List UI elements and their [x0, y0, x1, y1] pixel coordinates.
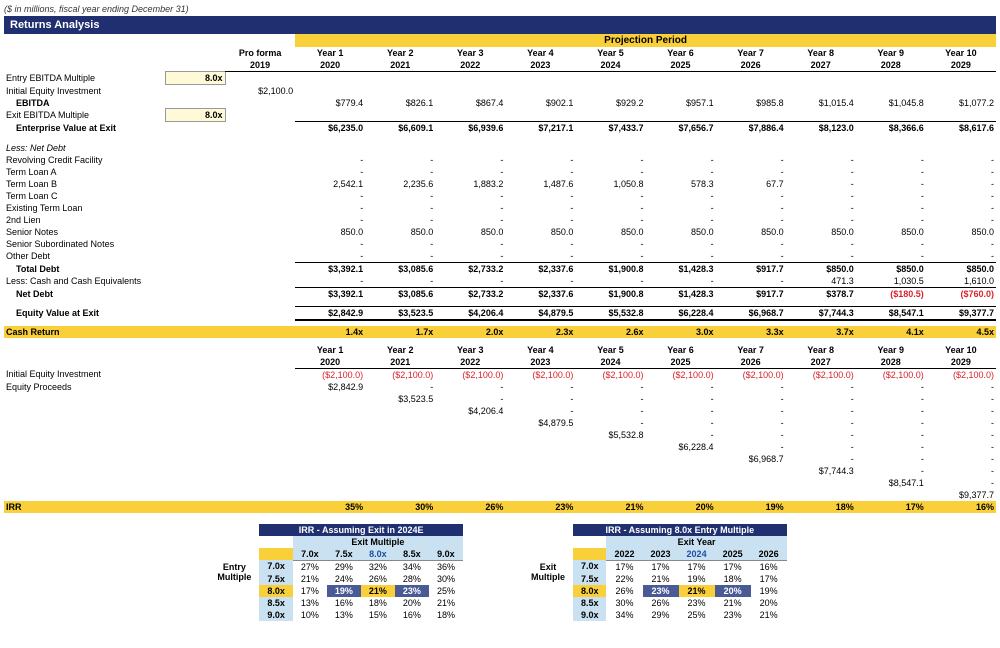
row-other-debt: Other Debt---------- — [4, 250, 996, 263]
sensitivity-table-1: EntryMultipleIRR - Assuming Exit in 2024… — [211, 523, 465, 622]
row-cash-return: Cash Return 1.4x1.7x2.0x 2.3x2.6x3.0x 3.… — [4, 326, 996, 338]
row-total-debt: Total Debt $3,392.1$3,085.6$2,733.2 $2,3… — [4, 263, 996, 276]
year-number-row: 2019 202020212022 202320242025 202620272… — [4, 59, 996, 72]
row-cash: Less: Cash and Cash Equivalents --- --- … — [4, 275, 996, 288]
row-ebitda: EBITDA $779.4$826.1$867.4 $902.1$929.2$9… — [4, 97, 996, 109]
row-tla: Term Loan A---------- — [4, 166, 996, 178]
year-header-row: Pro forma Year 1Year 2Year 3 Year 4Year … — [4, 47, 996, 59]
year-header-row-2: Year 1Year 2Year 3 Year 4Year 5Year 6 Ye… — [4, 344, 996, 356]
year-number-row-2: 202020212022 202320242025 202620272028 2… — [4, 356, 996, 369]
entry-mult-input[interactable]: 8.0x — [166, 72, 225, 85]
row-existing-tl: Existing Term Loan---------- — [4, 202, 996, 214]
row-irr: IRR 35%30%26% 23%21%20% 19%18%17% 16% — [4, 501, 996, 513]
proj-period-header: Projection Period — [295, 34, 996, 47]
row-net-debt: Net Debt $3,392.1$3,085.6$2,733.2$2,337.… — [4, 288, 996, 301]
row-init-eq: Initial Equity Investment $2,100.0 — [4, 85, 996, 97]
row-init-eq-2: Initial Equity Investment ($2,100.0)($2,… — [4, 368, 996, 381]
row-senior-sub: Senior Subordinated Notes---------- — [4, 238, 996, 250]
row-2nd-lien: 2nd Lien---------- — [4, 214, 996, 226]
returns-table: Projection Period Pro forma Year 1Year 2… — [4, 34, 996, 513]
row-exit-mult: Exit EBITDA Multiple 8.0x — [4, 109, 996, 122]
section-title: Returns Analysis — [4, 16, 996, 34]
row-entry-mult: Entry EBITDA Multiple 8.0x — [4, 72, 996, 85]
row-tlc: Term Loan C---------- — [4, 190, 996, 202]
sensitivity-table-2: ExitMultipleIRR - Assuming 8.0x Entry Mu… — [525, 523, 789, 622]
less-net-debt-label: Less: Net Debt — [4, 142, 166, 154]
row-senior-notes: Senior Notes 850.0850.0850.0 850.0850.08… — [4, 226, 996, 238]
row-rcf: Revolving Credit Facility---------- — [4, 154, 996, 166]
row-ev-exit: Enterprise Value at Exit $6,235.0$6,609.… — [4, 122, 996, 135]
exit-mult-input[interactable]: 8.0x — [166, 109, 225, 122]
row-tlb: Term Loan B 2,542.12,235.61,883.2 1,487.… — [4, 178, 996, 190]
subtitle: ($ in millions, fiscal year ending Decem… — [4, 4, 996, 14]
equity-proceeds-block: Equity Proceeds$2,842.9---------$3,523.5… — [4, 381, 996, 501]
row-equity-exit: Equity Value at Exit $2,842.9$3,523.5$4,… — [4, 306, 996, 320]
